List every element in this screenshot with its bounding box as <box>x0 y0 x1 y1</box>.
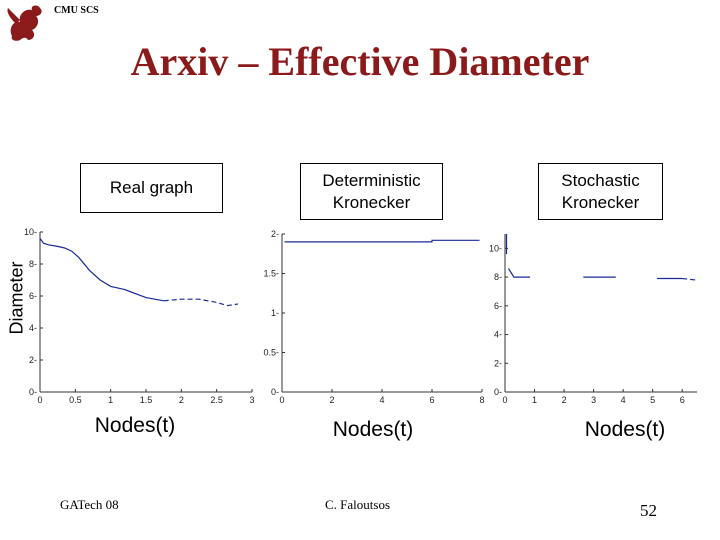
series-line-1 <box>163 298 238 307</box>
panel-title-deterministic-text: Deterministic Kronecker <box>322 170 421 212</box>
y-tick-label: 2- <box>271 229 279 239</box>
x-tick-label: 3 <box>591 395 596 405</box>
x-tick-label: 2.5 <box>210 395 223 405</box>
panel-title-real-graph-text: Real graph <box>109 178 194 197</box>
y-tick-label: 4- <box>29 323 37 333</box>
series-line-0 <box>284 239 480 243</box>
y-tick-label: 0.5- <box>263 348 279 358</box>
y-tick-label: 8- <box>29 259 37 269</box>
x-tick-label: 1.5 <box>140 395 153 405</box>
y-tick-label: 8- <box>494 272 502 282</box>
y-tick-label: 10- <box>489 243 502 253</box>
y-tick-label: 6- <box>494 301 502 311</box>
x-tick-label: 1 <box>532 395 537 405</box>
x-axis-label-stochastic: Nodes(t) <box>584 418 666 441</box>
y-tick-label: 4- <box>494 330 502 340</box>
x-tick-label: 1 <box>108 395 113 405</box>
y-tick-label: 6- <box>29 291 37 301</box>
panel-title-stochastic-text: Stochastic Kronecker <box>561 170 640 212</box>
chart-real-graph: 0 0.5 1 1.5 2 2.5 3 0- 2- 4- 6- 8- 10- <box>24 227 255 405</box>
x-tick-label: 3 <box>249 395 254 405</box>
x-axis-label-real-graph: Nodes(t) <box>94 414 176 437</box>
x-tick-label: 0 <box>37 395 42 405</box>
footer-left: GATech 08 <box>60 497 119 512</box>
x-tick-label: 2 <box>329 395 334 405</box>
x-tick-label: 4 <box>379 395 384 405</box>
y-tick-label: 0- <box>29 387 37 397</box>
x-tick-label: 0 <box>502 395 507 405</box>
page-number: 52 <box>640 501 657 520</box>
y-tick-label: 1- <box>271 308 279 318</box>
y-tick-label: 2- <box>29 355 37 365</box>
slide-title: Arxiv – Effective Diameter <box>130 39 590 84</box>
x-tick-label: 4 <box>621 395 626 405</box>
series-line-0 <box>39 238 164 302</box>
x-tick-label: 6 <box>680 395 685 405</box>
x-tick-label: 2 <box>562 395 567 405</box>
footer-center: C. Faloutsos <box>325 497 391 512</box>
x-tick-label: 6 <box>429 395 434 405</box>
panel-title-stochastic: Stochastic Kronecker <box>538 163 663 220</box>
panel-title-real-graph: Real graph <box>80 163 223 213</box>
x-axis-label-deterministic: Nodes(t) <box>332 418 414 441</box>
y-tick-label: 1.5- <box>263 269 279 279</box>
y-tick-label: 0- <box>494 387 502 397</box>
y-tick-label: 10- <box>24 227 37 237</box>
x-tick-label: 0.5 <box>69 395 82 405</box>
x-tick-label: 5 <box>650 395 655 405</box>
y-tick-label: 2- <box>494 358 502 368</box>
x-tick-label: 0 <box>279 395 284 405</box>
griffin-icon <box>7 5 42 41</box>
chart-deterministic-kronecker: 0 2 4 6 8 0- 0.5- 1- 1.5- 2- <box>263 229 484 405</box>
series-line-1 <box>507 268 531 278</box>
org-label: CMU SCS <box>54 5 99 16</box>
x-tick-label: 8 <box>479 395 484 405</box>
panel-title-deterministic: Deterministic Kronecker <box>300 163 443 220</box>
series-line-4 <box>682 277 696 281</box>
y-tick-label: 0- <box>271 387 279 397</box>
x-tick-label: 2 <box>179 395 184 405</box>
chart-stochastic-kronecker: 0 1 2 3 4 5 6 0- 2- 4- 6- 8- 10- <box>489 234 697 405</box>
